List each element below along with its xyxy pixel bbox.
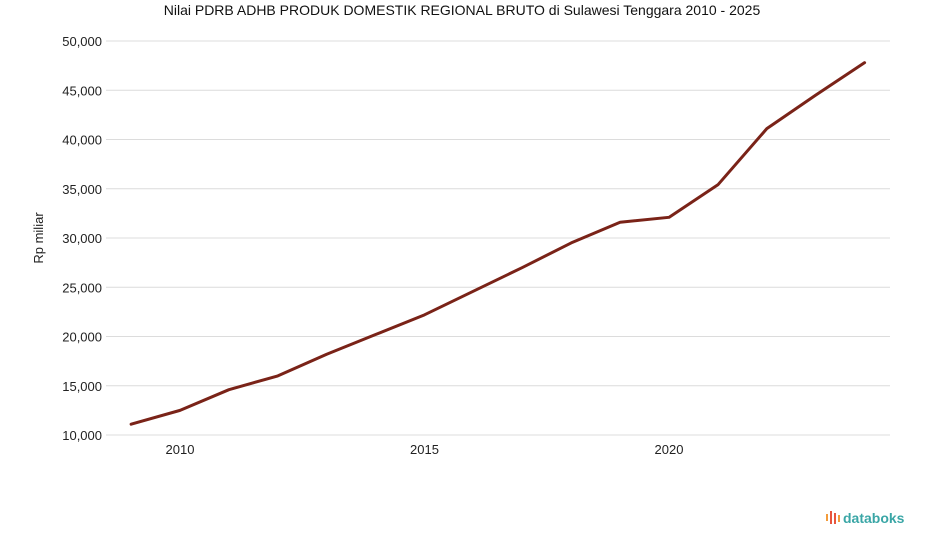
x-tick-label: 2020 (655, 442, 684, 457)
x-axis-ticks: 2010 2015 2020 (166, 442, 684, 457)
y-axis-label: Rp miliar (31, 212, 46, 264)
y-tick-label: 45,000 (62, 83, 102, 98)
x-tick-label: 2015 (410, 442, 439, 457)
series-layer (129, 61, 867, 426)
y-tick-label: 35,000 (62, 182, 102, 197)
grid-lines (106, 40, 890, 436)
y-tick-label: 30,000 (62, 231, 102, 246)
y-axis-ticks: 10,000 15,000 20,000 25,000 30,000 35,000 40,0… (62, 34, 102, 443)
databoks-brand-name: databoks (843, 510, 905, 526)
y-tick-label: 25,000 (62, 280, 102, 295)
databoks-logo-icon (826, 511, 840, 524)
series-line (129, 61, 867, 426)
y-tick-label: 10,000 (62, 428, 102, 443)
chart-title: Nilai PDRB ADHB PRODUK DOMESTIK REGIONAL… (164, 2, 761, 18)
databoks-logo: databoks (826, 510, 905, 526)
x-tick-label: 2010 (166, 442, 195, 457)
y-tick-label: 20,000 (62, 330, 102, 345)
y-tick-label: 15,000 (62, 379, 102, 394)
y-tick-label: 50,000 (62, 34, 102, 49)
y-tick-label: 40,000 (62, 133, 102, 148)
